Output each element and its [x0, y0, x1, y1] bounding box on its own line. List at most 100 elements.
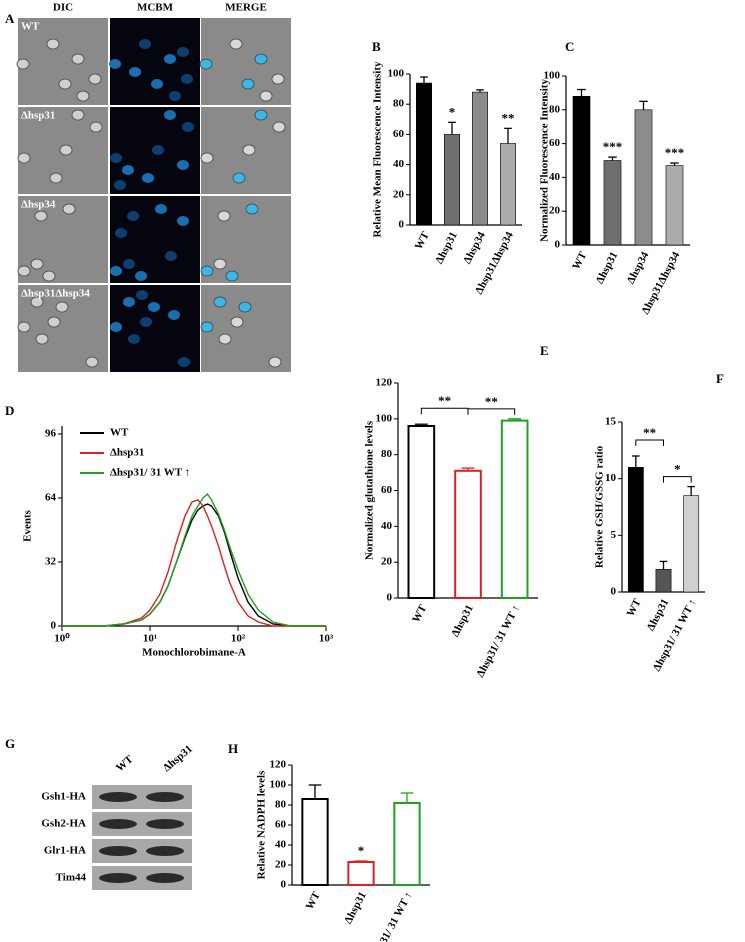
- cell: [259, 90, 273, 102]
- cell: [110, 153, 122, 163]
- cell: [71, 53, 85, 65]
- x-tick-label: 10³: [319, 633, 334, 645]
- series-line: [62, 492, 326, 627]
- blot-band: [99, 819, 137, 829]
- bar: [393, 802, 421, 886]
- bar: [499, 143, 516, 226]
- y-axis-label: Events: [22, 509, 34, 542]
- panel-letter: A: [5, 11, 15, 26]
- cell: [169, 91, 181, 101]
- micrograph: [18, 18, 108, 105]
- cell: [268, 356, 282, 368]
- cell: [110, 266, 122, 276]
- significance-label: ***: [603, 139, 623, 154]
- y-tick-label: 10: [605, 472, 617, 484]
- cell: [42, 270, 56, 282]
- row-label: WT: [21, 21, 40, 33]
- cell: [232, 172, 246, 184]
- panel-letter: G: [5, 736, 15, 751]
- blot-band: [99, 792, 137, 802]
- bar: [407, 425, 436, 599]
- bar: [347, 861, 375, 886]
- panel-letter: C: [565, 39, 574, 54]
- column-header: DIC: [53, 2, 73, 14]
- panel-letter: B: [372, 39, 381, 54]
- y-tick-label: 40: [381, 520, 393, 532]
- x-tick-label: 10¹: [143, 633, 157, 645]
- x-axis-label: Monochlorobimane-A: [142, 647, 246, 659]
- cell: [213, 296, 227, 308]
- blot-row-label: Glr1-HA: [44, 845, 86, 857]
- blot-band: [146, 846, 184, 856]
- row-label: Δhsp34: [21, 199, 56, 211]
- y-tick-label: 80: [381, 448, 393, 460]
- cell: [129, 67, 141, 77]
- cell: [35, 333, 49, 345]
- cell: [123, 297, 135, 307]
- cell: [181, 74, 193, 84]
- cell: [115, 228, 127, 238]
- cell: [242, 144, 256, 156]
- bracket-label: *: [674, 462, 681, 477]
- y-tick-label: 0: [281, 879, 287, 891]
- cell: [218, 333, 232, 345]
- cell: [47, 316, 61, 328]
- blot-band: [146, 873, 184, 883]
- y-tick-label: 96: [45, 428, 57, 440]
- cell: [200, 321, 214, 333]
- cell: [230, 316, 244, 328]
- cell: [30, 258, 44, 270]
- cell: [155, 204, 167, 214]
- bar: [500, 419, 529, 599]
- cell: [254, 109, 268, 121]
- bracket-label: **: [643, 425, 656, 440]
- cell: [76, 90, 90, 102]
- cell: [217, 210, 231, 222]
- y-tick-label: 80: [275, 799, 287, 811]
- micrograph: [110, 18, 200, 105]
- panel-letter: E: [540, 343, 549, 358]
- significance-label: ***: [665, 145, 685, 160]
- cell: [164, 110, 176, 120]
- cell: [49, 172, 63, 184]
- y-tick-label: 0: [399, 219, 405, 231]
- y-tick-label: 20: [549, 205, 561, 217]
- y-tick-label: 0: [611, 586, 617, 598]
- y-tick-label: 15: [605, 416, 617, 428]
- y-tick-label: 0: [555, 239, 561, 251]
- panel-letter: F: [716, 371, 724, 386]
- cell: [272, 121, 286, 133]
- y-tick-label: 120: [376, 377, 393, 389]
- cell: [71, 109, 85, 121]
- blot-row-label: Gsh2-HA: [41, 818, 86, 830]
- cell: [165, 251, 177, 261]
- bar: [415, 82, 432, 226]
- y-tick-label: 0: [51, 620, 57, 632]
- cell: [245, 203, 259, 215]
- y-axis-label: Relative Mean Fluorescence Intensity: [372, 61, 384, 238]
- cell: [17, 321, 31, 333]
- cell: [168, 310, 180, 320]
- cell: [114, 180, 126, 190]
- cell: [213, 258, 227, 270]
- cell: [229, 38, 243, 50]
- y-tick-label: 100: [544, 70, 561, 82]
- y-axis-label: Relative NADPH levels: [256, 770, 268, 879]
- bracket: [467, 408, 516, 415]
- micrograph: [110, 196, 200, 283]
- micrograph: [201, 18, 291, 105]
- bar: [603, 160, 622, 246]
- y-tick-label: 60: [549, 137, 561, 149]
- cell: [177, 216, 189, 226]
- blot-band: [99, 873, 137, 883]
- y-axis-label: Normalized glutathione levels: [364, 420, 376, 560]
- cell: [34, 210, 48, 222]
- y-tick-label: 40: [275, 839, 287, 851]
- cell: [122, 165, 134, 175]
- y-tick-label: 0: [387, 592, 393, 604]
- cell: [177, 160, 189, 170]
- blot-row-label: Gsh1-HA: [41, 791, 86, 803]
- panel-letter: H: [228, 741, 238, 756]
- y-axis-label: Relative GSH/GSSG ratio: [594, 445, 606, 568]
- cell: [16, 58, 30, 70]
